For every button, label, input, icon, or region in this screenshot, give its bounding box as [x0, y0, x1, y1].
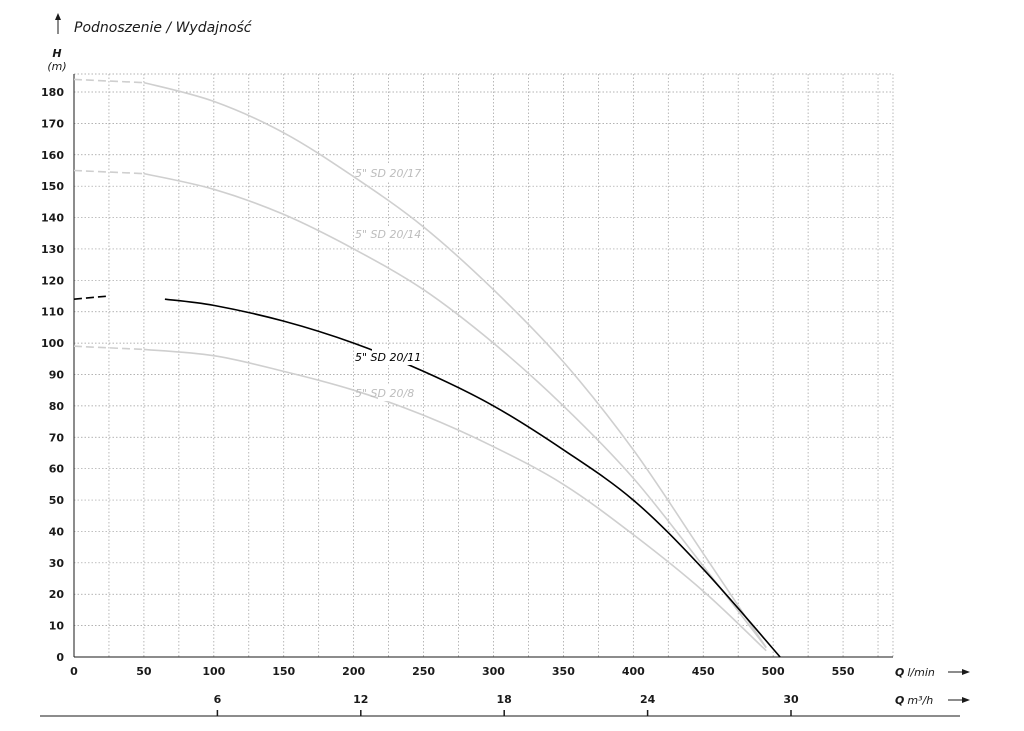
- axes: [40, 13, 970, 717]
- x2-tick-label: 30: [783, 693, 799, 706]
- series-2: [73, 295, 781, 658]
- y-tick-label: 0: [56, 651, 64, 664]
- series-line-dashed: [73, 78, 144, 84]
- y-tick-label: 10: [49, 620, 65, 633]
- x-tick-label: 450: [692, 665, 715, 678]
- x-tick-label: 50: [136, 665, 152, 678]
- y-axis-label: H: [52, 47, 61, 60]
- y-tick-label: 150: [41, 180, 64, 193]
- x-tick-label: 100: [202, 665, 225, 678]
- grid: [74, 73, 894, 657]
- right-arrow-icon: [962, 669, 970, 675]
- y-tick-label: 110: [41, 306, 64, 319]
- series-line-dashed: [73, 169, 144, 175]
- y-tick-label: 90: [49, 368, 65, 381]
- label-gap: [378, 385, 414, 401]
- y-tick-label: 50: [49, 494, 65, 507]
- x-tick-label: 150: [272, 665, 295, 678]
- x-tick-label: 500: [762, 665, 785, 678]
- x-tick-label: 250: [412, 665, 435, 678]
- series-line: [143, 81, 767, 649]
- series-label: 5" SD 20/14: [355, 228, 421, 241]
- y-axis-unit: (m): [47, 60, 66, 73]
- series-label: 5" SD 20/17: [355, 167, 421, 180]
- y-tick-label: 170: [41, 117, 64, 130]
- series-0: [73, 78, 767, 649]
- series-3: [73, 345, 767, 652]
- x2-tick-label: 6: [214, 693, 222, 706]
- x-tick-label: 200: [342, 665, 365, 678]
- y-tick-label: 120: [41, 274, 64, 287]
- right-arrow-icon: [962, 697, 970, 703]
- y-tick-label: 30: [49, 557, 65, 570]
- x2-tick-label: 18: [497, 693, 512, 706]
- curves: [73, 78, 781, 658]
- chart-title: Podnoszenie / Wydajność: [74, 20, 252, 36]
- series-1: [73, 169, 767, 649]
- label-gap: [372, 349, 418, 365]
- x-tick-label: 300: [482, 665, 505, 678]
- x-tick-label: 550: [832, 665, 855, 678]
- labels: 0102030405060708090100110120130140150160…: [41, 47, 935, 707]
- series-line: [143, 348, 767, 652]
- y-tick-label: 80: [49, 400, 65, 413]
- x-tick-label: 0: [70, 665, 78, 678]
- y-tick-label: 70: [49, 431, 65, 444]
- up-arrow-icon: [55, 13, 61, 20]
- x-tick-label: 350: [552, 665, 575, 678]
- x2-tick-label: 12: [353, 693, 368, 706]
- y-tick-label: 130: [41, 243, 64, 256]
- series-line: [164, 298, 781, 658]
- series-label: 5" SD 20/8: [355, 387, 414, 400]
- label-gap: [378, 165, 414, 181]
- y-tick-label: 180: [41, 86, 64, 99]
- y-tick-label: 60: [49, 463, 65, 476]
- y-tick-label: 140: [41, 212, 64, 225]
- x-tick-label: 400: [622, 665, 645, 678]
- series-label: 5" SD 20/11: [355, 351, 421, 364]
- label-gap: [378, 226, 414, 242]
- y-tick-label: 100: [41, 337, 64, 350]
- y-tick-label: 40: [49, 525, 65, 538]
- series-line-dashed: [73, 295, 110, 300]
- y-tick-label: 160: [41, 149, 64, 162]
- y-tick-label: 20: [49, 588, 65, 601]
- series-line: [143, 172, 767, 649]
- x2-tick-label: 24: [640, 693, 656, 706]
- series-line-dashed: [73, 345, 144, 351]
